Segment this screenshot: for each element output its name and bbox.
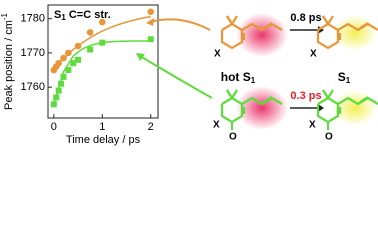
arrowhead bbox=[318, 104, 324, 112]
x-tick-label: 1 bbox=[99, 121, 105, 133]
point bbox=[55, 87, 62, 94]
rate-label: 0.8 ps bbox=[290, 12, 321, 24]
point bbox=[50, 101, 57, 108]
state-text: hot S bbox=[221, 70, 251, 84]
state-label: hot S1 bbox=[221, 70, 256, 85]
y-tick-label: 1760 bbox=[21, 81, 45, 93]
point bbox=[60, 73, 67, 80]
pointer-head bbox=[136, 53, 145, 61]
pointer-arrow bbox=[139, 55, 213, 99]
state-sub: 1 bbox=[251, 76, 256, 85]
point bbox=[58, 80, 65, 87]
point bbox=[65, 49, 72, 57]
rate-label: 0.3 ps bbox=[290, 90, 321, 102]
point bbox=[53, 94, 60, 101]
point bbox=[74, 42, 82, 50]
state-label: S1 bbox=[338, 70, 351, 85]
point bbox=[70, 60, 77, 67]
annotation-text: S bbox=[54, 9, 61, 21]
annotation: S1 C=C str. bbox=[54, 9, 111, 22]
x-tick-label: 2 bbox=[148, 121, 154, 133]
point bbox=[86, 29, 94, 36]
point bbox=[98, 18, 106, 26]
atom-label: O bbox=[325, 132, 333, 143]
atom-label: X bbox=[213, 120, 220, 131]
atom-label: X bbox=[214, 49, 221, 60]
plot-frame bbox=[47, 4, 159, 119]
atom-label: X bbox=[309, 120, 316, 131]
state-text: S bbox=[338, 70, 346, 84]
atom-label: O bbox=[229, 132, 237, 143]
point bbox=[87, 46, 94, 53]
y-tick-label: 1770 bbox=[21, 47, 45, 59]
point bbox=[75, 56, 82, 63]
diagram: X 0.8 ps X hot S1 S1 O X 0.3 ps O X bbox=[213, 12, 378, 143]
chart: 1760 1770 1780 0 1 2 Time delay / ps Peak posit… bbox=[0, 4, 213, 146]
y-tick-label: 1780 bbox=[21, 13, 45, 25]
point bbox=[147, 8, 155, 16]
x-axis-label: Time delay / ps bbox=[66, 134, 141, 146]
atom-label: X bbox=[310, 49, 317, 60]
annotation-sub: 1 bbox=[61, 13, 66, 22]
annotation-text: C=C str. bbox=[66, 9, 111, 21]
y-label-sup: -1 bbox=[0, 12, 9, 20]
y-axis-label: Peak position / cm-1 bbox=[0, 12, 15, 110]
point bbox=[65, 67, 72, 74]
pointer-arrow bbox=[149, 18, 211, 31]
point bbox=[55, 59, 62, 67]
pointer-head bbox=[146, 18, 154, 26]
point bbox=[60, 54, 67, 62]
x-tick-label: 0 bbox=[51, 121, 57, 133]
glow bbox=[236, 13, 288, 57]
point bbox=[147, 36, 154, 43]
point bbox=[99, 39, 106, 46]
y-label-text: Peak position / cm bbox=[3, 20, 15, 110]
state-sub: 1 bbox=[346, 76, 351, 85]
glow bbox=[236, 86, 288, 130]
figure: 1760 1770 1780 0 1 2 Time delay / ps Peak posit… bbox=[0, 4, 378, 146]
